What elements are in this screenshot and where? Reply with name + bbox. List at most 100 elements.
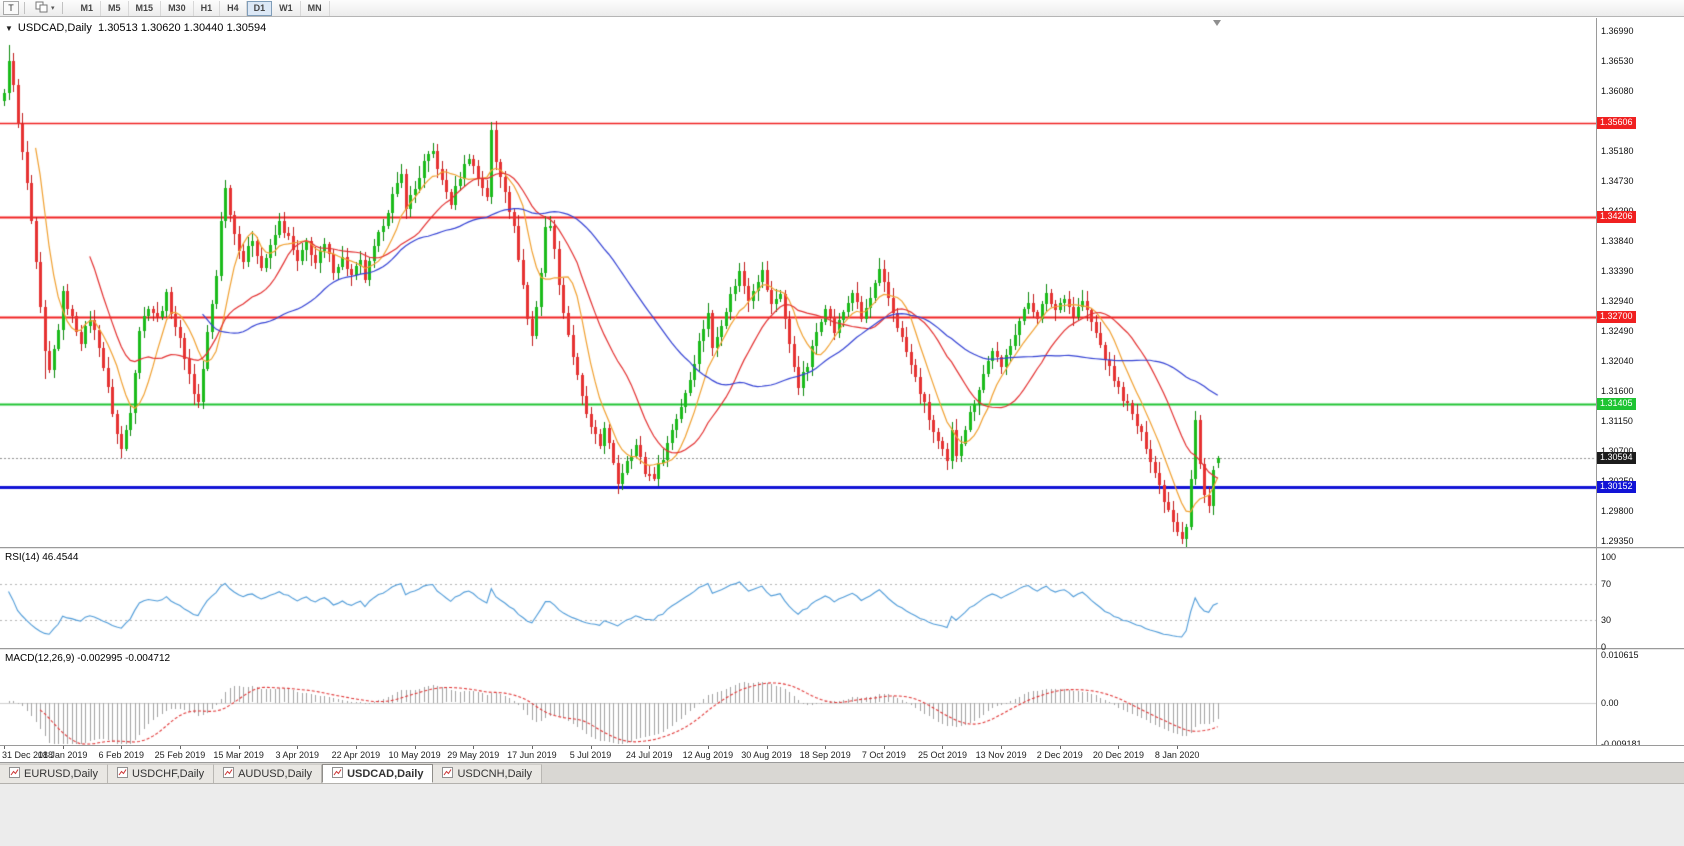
price-axis-label: 1.33390 (1601, 266, 1634, 276)
timeframe-toolbar: M1 M5 M15 M30 H1 H4 D1 W1 MN (74, 0, 330, 17)
rsi-axis-label: 100 (1601, 552, 1617, 562)
objects-icon (35, 1, 49, 16)
chart-icon (223, 767, 235, 781)
status-area (0, 784, 1684, 846)
price-axis-label: 1.29350 (1601, 536, 1634, 546)
date-axis-label: 18 Sep 2019 (799, 750, 851, 760)
time-axis-tick (414, 746, 416, 749)
time-axis-tick (355, 746, 357, 749)
chart-tab-usdchf[interactable]: USDCHF,Daily (107, 764, 215, 783)
chart-tab-label: USDCAD,Daily (347, 767, 424, 780)
price-axis-label: 1.32040 (1601, 356, 1634, 366)
timeframe-button-m5[interactable]: M5 (101, 0, 129, 16)
time-axis-tick (649, 746, 651, 749)
macd-axis-label: -0.009181 (1601, 739, 1642, 749)
date-axis-label: 5 Jul 2019 (569, 750, 612, 760)
timeframe-button-h4[interactable]: H4 (220, 0, 247, 16)
chart-tab-label: USDCHF,Daily (131, 768, 205, 780)
timeframe-button-w1[interactable]: W1 (272, 0, 301, 16)
chart-title: ▼ USDCAD,Daily 1.30513 1.30620 1.30440 1.… (5, 22, 266, 34)
rsi-axis-label: 70 (1601, 579, 1612, 589)
time-axis-tick (1001, 746, 1003, 749)
timeframe-button-m15[interactable]: M15 (129, 0, 162, 16)
date-axis-label: 2 Dec 2019 (1036, 750, 1083, 760)
time-axis-tick (531, 746, 533, 749)
time-axis-tick (590, 746, 592, 749)
timeframe-button-mn[interactable]: MN (301, 0, 330, 16)
timeframe-button-m1[interactable]: M1 (74, 0, 102, 16)
timeframe-button-m30[interactable]: M30 (161, 0, 194, 16)
chart-symbol-label: USDCAD,Daily (17, 22, 92, 34)
date-axis-label: 18 Jan 2019 (37, 750, 88, 760)
time-axis-tick (1118, 746, 1120, 749)
price-axis-label: 1.29800 (1601, 506, 1634, 516)
objects-dropdown-button[interactable]: ▾ (33, 1, 57, 15)
date-axis-label: 3 Apr 2019 (275, 750, 320, 760)
chart-shift-marker-icon[interactable] (1213, 20, 1221, 26)
chart-tab-usdcnh[interactable]: USDCNH,Daily (433, 764, 543, 783)
chart-icon (116, 767, 128, 781)
chevron-down-icon: ▾ (51, 5, 55, 12)
date-axis-label: 6 Feb 2019 (98, 750, 145, 760)
price-chart-canvas[interactable] (0, 18, 1596, 548)
chart-tab-label: AUDUSD,Daily (238, 768, 313, 780)
price-axis-label: 1.32940 (1601, 296, 1634, 306)
date-axis-label: 10 May 2019 (388, 750, 441, 760)
price-axis-label: 1.32490 (1601, 326, 1634, 336)
date-axis-label: 12 Aug 2019 (682, 750, 734, 760)
date-axis-label: 8 Jan 2020 (1154, 750, 1200, 760)
chart-tab-audusd[interactable]: AUDUSD,Daily (214, 764, 323, 783)
time-axis-tick (62, 746, 64, 749)
toolbar-separator (24, 2, 25, 14)
price-axis-label: 1.30700 (1601, 446, 1634, 456)
macd-axis-label: 0.010615 (1601, 650, 1639, 660)
chart-ohlc-label: 1.30513 1.30620 1.30440 1.30594 (98, 22, 267, 34)
price-line-badge: 1.35606 (1597, 117, 1636, 130)
price-line-badge: 1.31405 (1597, 397, 1636, 410)
date-axis-label: 17 Jun 2019 (507, 750, 557, 760)
macd-panel-canvas (0, 650, 1596, 745)
time-axis-tick (238, 746, 240, 749)
date-axis-label: 25 Oct 2019 (917, 750, 968, 760)
time-axis-tick (121, 746, 123, 749)
current-price-badge: 1.30594 (1597, 451, 1636, 464)
one-click-trading-arrow-icon[interactable]: ▼ (5, 24, 13, 33)
text-tool-button[interactable]: T (3, 1, 19, 15)
price-line-badge: 1.34206 (1597, 210, 1636, 223)
chart-tab-label: EURUSD,Daily (24, 768, 98, 780)
time-axis-tick (473, 746, 475, 749)
chart-tab-bar: EURUSD,Daily USDCHF,Daily AUDUSD,Daily USDC… (0, 763, 1684, 784)
rsi-axis-label: 30 (1601, 615, 1612, 625)
chart-tab-usdcad[interactable]: USDCAD,Daily (322, 764, 434, 783)
rsi-indicator-label: RSI(14) 46.4544 (5, 552, 79, 563)
date-axis-label: 22 Apr 2019 (331, 750, 381, 760)
chart-icon (9, 767, 20, 781)
chart-tab-label: USDCNH,Daily (457, 768, 533, 780)
price-axis-label: 1.30250 (1601, 476, 1634, 486)
price-axis-label: 1.36530 (1601, 56, 1634, 66)
time-axis-tick (707, 746, 709, 749)
price-line-badge: 1.32700 (1597, 311, 1636, 324)
panel-separator[interactable] (0, 547, 1684, 549)
time-axis: 31 Dec 2018 18 Jan 2019 6 Feb 2019 25 Feb 2… (0, 745, 1684, 763)
chart-tab-eurusd[interactable]: EURUSD,Daily (0, 764, 108, 783)
time-axis-tick (942, 746, 944, 749)
time-axis-tick (1059, 746, 1061, 749)
timeframe-button-d1[interactable]: D1 (246, 0, 273, 16)
timeframe-button-h1[interactable]: H1 (194, 0, 221, 16)
time-axis-tick (1177, 746, 1179, 749)
time-axis-tick (179, 746, 181, 749)
price-axis-label: 1.33840 (1601, 236, 1634, 246)
time-axis-tick (883, 746, 885, 749)
time-axis-tick (297, 746, 299, 749)
time-axis-tick (825, 746, 827, 749)
panel-separator[interactable] (0, 648, 1684, 650)
price-axis-label: 1.34730 (1601, 176, 1634, 186)
price-axis-separator (1596, 18, 1597, 763)
time-axis-tick (766, 746, 768, 749)
date-axis-label: 31 Dec 2018 (2, 750, 54, 760)
rsi-axis-label: 0 (1601, 642, 1607, 652)
macd-indicator-label: MACD(12,26,9) -0.002995 -0.004712 (5, 653, 171, 664)
date-axis-label: 30 Aug 2019 (741, 750, 792, 760)
time-axis-tick (4, 746, 5, 749)
